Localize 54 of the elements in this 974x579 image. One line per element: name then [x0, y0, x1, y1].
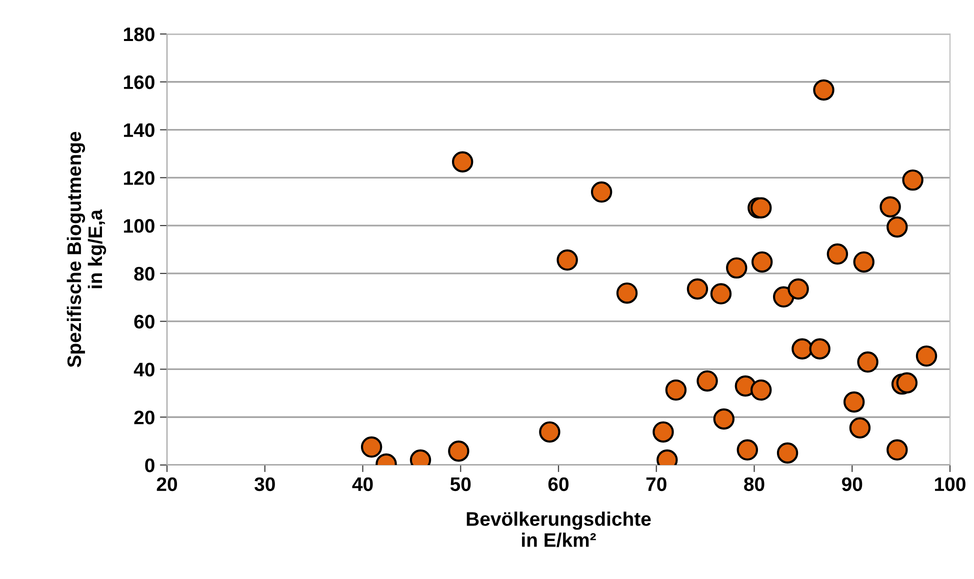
- y-tick-label: 160: [124, 75, 154, 90]
- point: [849, 417, 871, 439]
- point: [776, 442, 798, 464]
- point: [710, 283, 732, 304]
- y-axis-title: Spezifische Biogutmenge in kg/E,a: [66, 132, 106, 368]
- point: [896, 372, 918, 394]
- point: [556, 249, 578, 271]
- point: [686, 278, 708, 300]
- point: [857, 351, 878, 373]
- point: [792, 338, 813, 360]
- point: [696, 370, 718, 392]
- point: [916, 345, 938, 367]
- x-tick-label: 100: [935, 477, 966, 492]
- y-tick-label: 40: [134, 362, 154, 376]
- point: [750, 379, 772, 401]
- point: [360, 436, 382, 458]
- point: [652, 421, 674, 443]
- point: [665, 379, 687, 401]
- x-tick-label: 40: [352, 477, 373, 492]
- point: [590, 181, 612, 203]
- point: [853, 251, 874, 273]
- x-axis-title: Bevölkerungsdichte in E/km²: [466, 512, 651, 548]
- point: [843, 391, 865, 413]
- x-tick-label: 50: [450, 477, 471, 492]
- x-tick-label: 70: [646, 477, 666, 492]
- point: [751, 251, 773, 273]
- x-tick-label: 60: [548, 477, 569, 492]
- point: [736, 439, 758, 461]
- point: [813, 79, 834, 101]
- x-tick-label: 30: [254, 477, 275, 492]
- y-tick-label: 140: [124, 123, 154, 138]
- point: [713, 408, 735, 430]
- x-tick-label: 20: [156, 477, 178, 492]
- y-tick-label: 0: [145, 458, 154, 472]
- point: [616, 282, 638, 304]
- x-tick-label: 80: [744, 477, 764, 492]
- x-tick-label: 90: [842, 477, 862, 492]
- point: [886, 439, 908, 461]
- point: [886, 216, 908, 238]
- point: [788, 278, 809, 300]
- y-tick-label: 80: [134, 266, 154, 281]
- point: [809, 338, 830, 360]
- point: [880, 196, 901, 218]
- y-tick-label: 100: [124, 219, 154, 233]
- point: [539, 421, 560, 443]
- point: [726, 257, 748, 279]
- point: [826, 243, 848, 265]
- point: [452, 151, 474, 172]
- y-tick-label: 60: [134, 314, 154, 329]
- point: [902, 169, 924, 191]
- y-tick-label: 20: [134, 410, 154, 424]
- point: [448, 440, 470, 462]
- y-tick-label: 180: [124, 27, 154, 42]
- y-tick-label: 120: [124, 171, 154, 185]
